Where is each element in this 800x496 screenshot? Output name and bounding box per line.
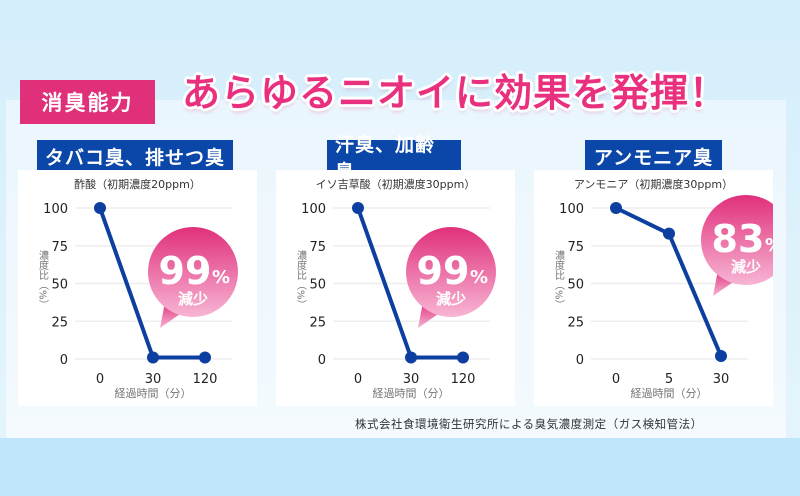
x-tick-label: 0 — [612, 372, 620, 387]
reduction-bubble — [406, 227, 496, 317]
y-tick-label: 100 — [559, 202, 584, 217]
y-tick-label: 50 — [51, 278, 68, 293]
y-tick-label: 25 — [51, 315, 68, 330]
chart-subtitle: イソ吉草酸（初期濃度30ppm） — [315, 178, 476, 191]
y-tick-label: 0 — [576, 353, 584, 368]
bubble-tail — [418, 302, 441, 328]
data-point — [352, 202, 364, 214]
chart-title: タバコ臭、排せつ臭 — [37, 140, 233, 173]
data-point — [94, 202, 106, 214]
chart-title: 汗臭、加齢臭 — [327, 134, 461, 183]
chart-panel: 酢酸（初期濃度20ppm） 0 25 50 75 100 濃度比（%） 0 30 120 経過時間（… — [18, 170, 257, 406]
x-tick-label: 120 — [451, 372, 476, 387]
data-point — [457, 351, 469, 364]
y-tick-label: 0 — [60, 353, 68, 368]
reduction-unit: % — [212, 267, 230, 288]
data-point — [610, 202, 622, 214]
chart-panel: アンモニア（初期濃度30ppm） 0 25 50 75 100 濃度比（%） 0 5 30 経過時間… — [534, 170, 773, 406]
y-tick-label: 25 — [309, 315, 326, 330]
x-tick-label: 5 — [665, 372, 673, 387]
chart-subtitle: 酢酸（初期濃度20ppm） — [74, 178, 201, 191]
reduction-value: 99 — [417, 249, 470, 293]
y-tick-label: 75 — [51, 240, 68, 255]
x-axis-label: 経過時間（分） — [631, 387, 708, 400]
y-tick-label: 75 — [567, 240, 584, 255]
bubble-tail — [160, 302, 183, 328]
headline: あらゆるニオイに効果を発揮！ — [182, 71, 729, 115]
footnote: 株式会社食環境衛生研究所による臭気濃度測定（ガス検知管法） — [355, 417, 703, 431]
reduction-bubble — [148, 227, 238, 317]
y-tick-label: 100 — [301, 202, 326, 217]
data-point — [663, 227, 675, 240]
y-tick-label: 50 — [567, 278, 584, 293]
x-tick-label: 30 — [403, 372, 420, 387]
reduction-text: 減少 — [731, 258, 761, 276]
chart-subtitle: アンモニア（初期濃度30ppm） — [573, 178, 734, 191]
y-tick-label: 100 — [43, 202, 68, 217]
x-tick-label: 0 — [96, 372, 104, 387]
reduction-bubble — [701, 195, 773, 285]
x-tick-label: 30 — [713, 372, 730, 387]
y-axis-label: 濃度比（%） — [553, 249, 565, 310]
x-tick-label: 120 — [193, 372, 218, 387]
x-axis-label: 経過時間（分） — [373, 387, 450, 400]
data-point — [147, 351, 159, 364]
reduction-unit: % — [470, 267, 488, 288]
y-tick-label: 0 — [318, 353, 326, 368]
bubble-tail — [713, 270, 736, 296]
y-tick-label: 50 — [309, 278, 326, 293]
data-point — [199, 351, 211, 364]
bottom-band — [0, 438, 800, 496]
x-tick-label: 30 — [145, 372, 162, 387]
section-label: 消臭能力 — [20, 80, 155, 124]
reduction-text: 減少 — [178, 290, 208, 308]
reduction-value: 99 — [159, 249, 212, 293]
y-axis-label: 濃度比（%） — [37, 249, 49, 310]
reduction-value: 83 — [712, 217, 765, 261]
chart-panel: イソ吉草酸（初期濃度30ppm） 0 25 50 75 100 濃度比（%） 0 30 120 経過… — [276, 170, 515, 406]
data-point — [715, 349, 727, 362]
x-tick-label: 0 — [354, 372, 362, 387]
reduction-text: 減少 — [436, 290, 466, 308]
y-axis-label: 濃度比（%） — [295, 249, 307, 310]
y-tick-label: 75 — [309, 240, 326, 255]
y-tick-label: 25 — [567, 315, 584, 330]
reduction-unit: % — [765, 235, 773, 256]
chart-title: アンモニア臭 — [585, 140, 722, 173]
x-axis-label: 経過時間（分） — [115, 387, 192, 400]
data-point — [405, 351, 417, 364]
line-chart: 0 25 50 75 100 濃度比（%） 0 5 30 経過時間（分） 83%減少 — [553, 195, 773, 400]
